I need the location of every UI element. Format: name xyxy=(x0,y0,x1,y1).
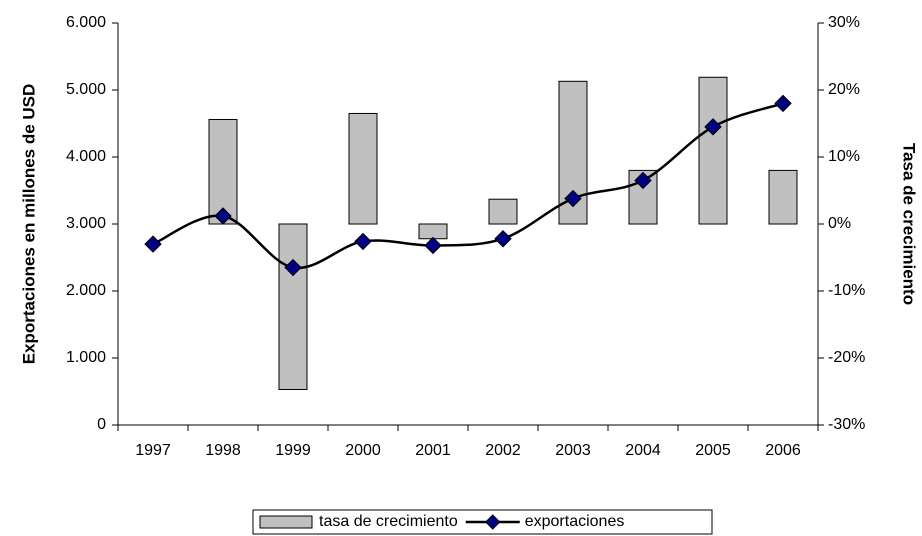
y-tick-label: 5.000 xyxy=(66,81,106,98)
marker xyxy=(424,236,442,255)
y-tick-label: 1.000 xyxy=(66,349,106,366)
legend-marker xyxy=(485,514,501,530)
y-tick-label: 6.000 xyxy=(66,14,106,31)
y-tick-label: 2.000 xyxy=(66,282,106,299)
bar xyxy=(558,80,588,225)
marker xyxy=(564,189,582,208)
x-tick-label: 2002 xyxy=(485,442,521,459)
marker xyxy=(774,94,792,113)
legend-label: tasa de crecimiento xyxy=(319,513,458,530)
x-tick-label: 2000 xyxy=(345,442,381,459)
x-tick-label: 1997 xyxy=(135,442,171,459)
y-axis-label: Exportaciones en millones de USD xyxy=(19,84,38,365)
y2-tick-label: -30% xyxy=(828,416,865,433)
x-tick-label: 2001 xyxy=(415,442,451,459)
x-tick-label: 1998 xyxy=(205,442,241,459)
marker xyxy=(704,118,722,136)
y-tick-label: 4.000 xyxy=(66,148,106,165)
legend-swatch xyxy=(259,515,313,529)
legend-label: exportaciones xyxy=(525,513,625,530)
y2-tick-label: 20% xyxy=(828,81,860,98)
y2-tick-label: 30% xyxy=(828,14,860,31)
bar xyxy=(348,112,378,225)
marker xyxy=(214,207,232,225)
x-tick-label: 2006 xyxy=(765,442,801,459)
y2-tick-label: -10% xyxy=(828,282,865,299)
bar xyxy=(768,169,798,225)
y2-tick-label: 0% xyxy=(828,215,851,232)
y2-axis-label: Tasa de crecimiento xyxy=(900,143,919,305)
x-tick-label: 2005 xyxy=(695,442,731,459)
bar xyxy=(418,223,448,240)
marker xyxy=(634,171,652,190)
y-tick-label: 3.000 xyxy=(66,215,106,232)
bar xyxy=(698,76,728,225)
marker xyxy=(354,232,372,251)
line xyxy=(152,102,784,270)
marker xyxy=(494,230,512,248)
marker xyxy=(144,235,162,253)
y2-tick-label: -20% xyxy=(828,349,865,366)
bar xyxy=(488,198,518,225)
y2-tick-label: 10% xyxy=(828,148,860,165)
bar xyxy=(278,223,308,390)
x-tick-label: 1999 xyxy=(275,442,311,459)
x-tick-label: 2003 xyxy=(555,442,591,459)
marker xyxy=(284,258,302,277)
y-tick-label: 0 xyxy=(97,416,106,433)
x-tick-label: 2004 xyxy=(625,442,661,459)
